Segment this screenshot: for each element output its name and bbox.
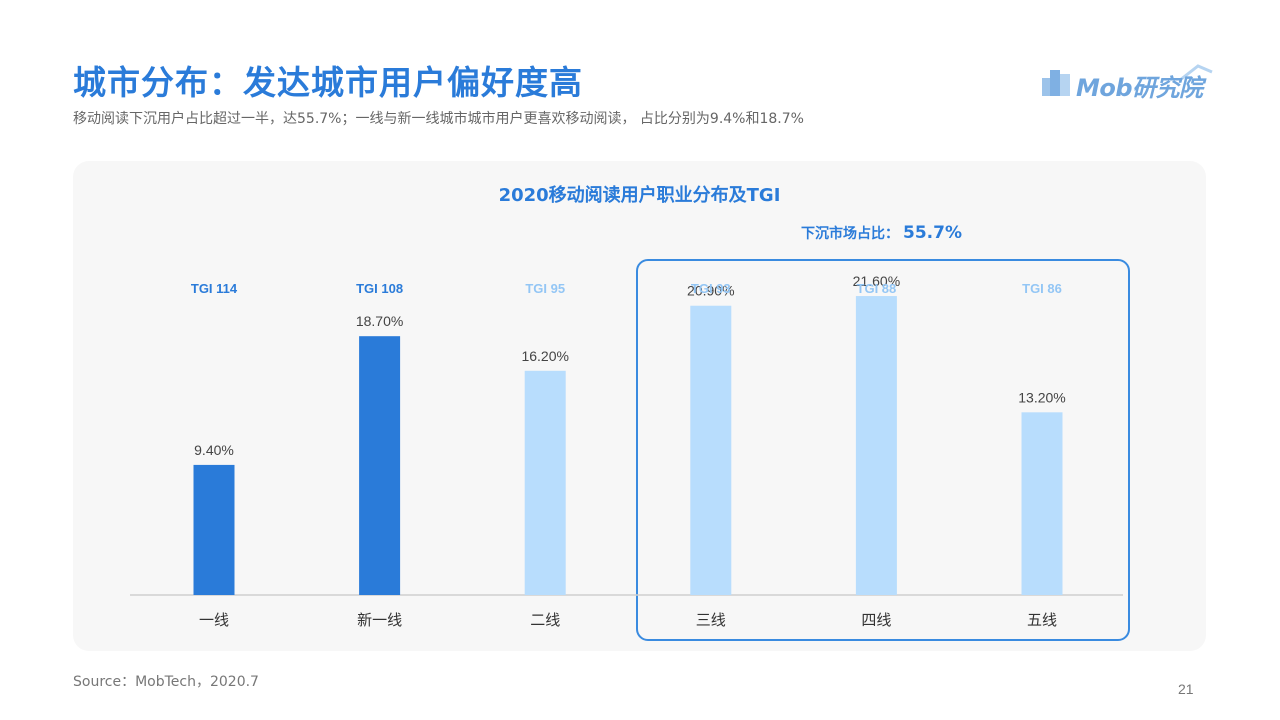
bar-chart: 9.40% TGI 114 一线 18.70% TGI 108 新一线 16.20% TGI … <box>130 273 1123 629</box>
category-label-5: 四线 <box>861 611 891 629</box>
tgi-label-4: TGI 93 <box>691 281 731 296</box>
category-label-6: 五线 <box>1027 611 1057 629</box>
page-title: 城市分布：发达城市用户偏好度高 <box>73 63 583 102</box>
value-label-4: 20.90% <box>687 283 734 299</box>
tgi-label-5: TGI 88 <box>857 281 897 296</box>
mob-logo: Mob研究院 <box>1038 62 1213 102</box>
value-label-3: 16.20% <box>521 348 568 364</box>
chart-panel: 2020移动阅读用户职业分布及TGI 下沉市场占比： 55.7% 9.40% TGI… <box>73 161 1206 651</box>
bar-5 <box>855 296 897 595</box>
bar-2 <box>359 336 401 595</box>
tgi-label-6: TGI 86 <box>1022 281 1062 296</box>
category-label-1: 一线 <box>199 611 229 629</box>
chart-title: 2020移动阅读用户职业分布及TGI <box>498 185 781 206</box>
tgi-label-1: TGI 114 <box>191 281 238 296</box>
sink-market-highlight-box <box>636 259 1130 641</box>
roof-arrow-icon <box>1179 64 1213 82</box>
tgi-label-2: TGI 108 <box>356 281 403 296</box>
category-label-3: 二线 <box>530 611 560 629</box>
value-label-2: 18.70% <box>356 313 403 329</box>
bar-6 <box>1021 412 1063 595</box>
category-label-4: 三线 <box>696 611 726 629</box>
page-number: 21 <box>1178 681 1194 697</box>
tgi-label-3: TGI 95 <box>525 281 565 296</box>
source-note: Source：MobTech，2020.7 <box>73 674 259 690</box>
bar-3 <box>524 370 566 595</box>
sink-market-text: 下沉市场占比： <box>801 226 899 242</box>
bar-4 <box>690 305 732 595</box>
value-label-6: 13.20% <box>1018 389 1065 405</box>
value-label-1: 9.40% <box>194 442 234 458</box>
bar-1 <box>193 464 235 595</box>
sink-market-label: 下沉市场占比： 55.7% <box>801 223 962 243</box>
page-subtitle: 移动阅读下沉用户占比超过一半，达55.7%；一线与新一线城市城市用户更喜欢移动阅… <box>73 111 804 127</box>
value-label-5: 21.60% <box>853 273 900 289</box>
sink-market-value: 55.7% <box>903 223 962 243</box>
building-icon <box>1042 70 1070 96</box>
category-label-2: 新一线 <box>357 611 402 629</box>
logo-text: Mob研究院 <box>1076 74 1203 102</box>
